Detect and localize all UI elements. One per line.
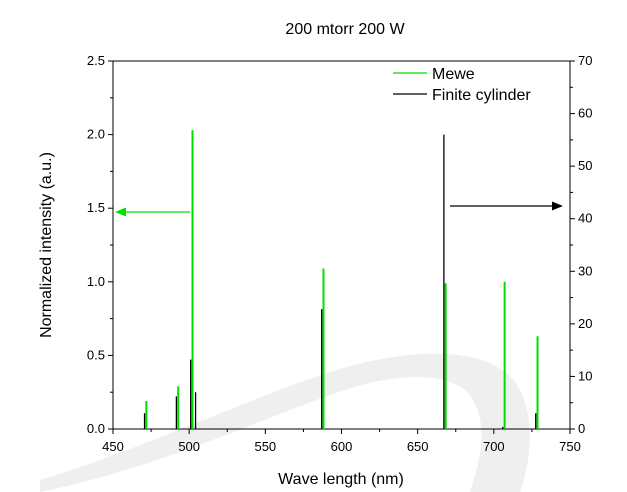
arrow-right-axis bbox=[450, 201, 563, 211]
x-tick-label: 550 bbox=[254, 439, 276, 454]
y-axis-title: Normalized intensity (a.u.) bbox=[38, 152, 55, 338]
y-tick-label: 0.5 bbox=[87, 347, 105, 362]
y-axis-ticks: 0.0 0.5 1.0 1.5 2.0 2.5 bbox=[87, 53, 113, 436]
plot-area: 450 500 550 600 650 700 750 0.00.51.01.52.02.5… bbox=[87, 53, 593, 454]
legend-label-finite-cylinder: Finite cylinder bbox=[432, 87, 531, 104]
y2-tick-label: 10 bbox=[578, 368, 592, 383]
series-finite-cylinder bbox=[143, 134, 537, 429]
y-tick-label: 2.5 bbox=[87, 53, 105, 68]
y2-tick-label: 20 bbox=[578, 316, 592, 331]
arrow-right-head bbox=[552, 201, 563, 211]
y2-tick-label: 40 bbox=[578, 211, 592, 226]
y-tick-label: 1.5 bbox=[87, 200, 105, 215]
x-axis-ticks: 450 500 550 600 650 700 750 bbox=[102, 429, 581, 454]
x-tick-label: 700 bbox=[483, 439, 505, 454]
y-tick-label: 1.0 bbox=[87, 274, 105, 289]
y2-tick-label: 50 bbox=[578, 158, 592, 173]
chart-title: 200 mtorr 200 W bbox=[285, 21, 405, 38]
legend-label-mewe: Mewe bbox=[432, 66, 475, 83]
x-tick-label: 750 bbox=[559, 439, 581, 454]
y2-tick-label: 60 bbox=[578, 106, 592, 121]
x-tick-label: 600 bbox=[331, 439, 353, 454]
x-tick-label: 500 bbox=[178, 439, 200, 454]
y2-axis-ticks: 0 10 20 30 40 50 60 70 bbox=[570, 53, 592, 436]
y-tick-label: 0.0 bbox=[87, 421, 105, 436]
x-tick-label: 450 bbox=[102, 439, 124, 454]
arrow-left-head bbox=[115, 207, 126, 217]
watermark-swoosh bbox=[40, 353, 530, 492]
y2-tick-label: 0 bbox=[578, 421, 585, 436]
legend: Mewe Finite cylinder bbox=[393, 66, 531, 104]
arrow-left-axis bbox=[115, 207, 190, 217]
y2-tick-label: 30 bbox=[578, 263, 592, 278]
x-tick-label: 650 bbox=[407, 439, 429, 454]
x-axis-title: Wave length (nm) bbox=[278, 471, 404, 488]
y2-tick-label: 70 bbox=[578, 53, 592, 68]
y-tick-label: 2.0 bbox=[87, 127, 105, 142]
series-mewe bbox=[145, 130, 539, 429]
